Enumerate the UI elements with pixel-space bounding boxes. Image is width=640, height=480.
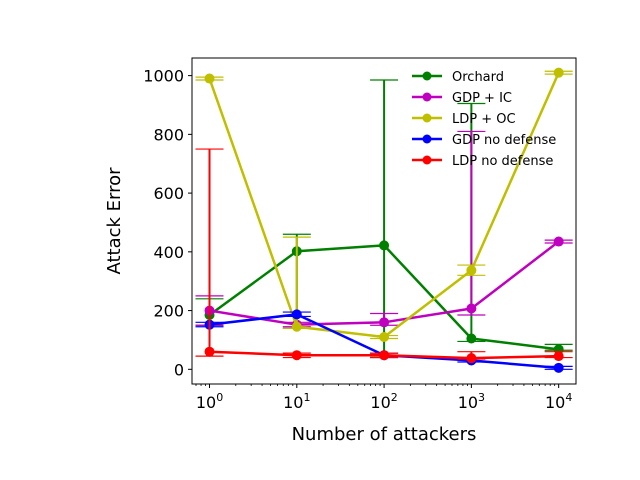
data-point <box>204 346 215 357</box>
y-axis-ticks: 0 200 400 600 800 1000 <box>143 67 192 379</box>
data-point <box>466 303 477 314</box>
legend: Orchard GDP + IC LDP + OC GDP no defense LDP… <box>412 70 556 169</box>
x-axis-ticks: 100 101 102 103 104 <box>195 384 572 412</box>
data-point <box>379 317 390 328</box>
legend-marker <box>422 92 432 102</box>
legend-marker <box>422 134 432 144</box>
data-point <box>466 333 477 344</box>
data-point <box>553 236 564 247</box>
legend-label: LDP no defense <box>452 154 553 169</box>
data-point <box>466 353 477 364</box>
y-axis-label: Attack Error <box>104 167 125 275</box>
data-point <box>466 265 477 276</box>
legend-marker <box>422 155 432 165</box>
legend-item: GDP no defense <box>412 133 556 148</box>
y-tick-label: 1000 <box>143 67 184 86</box>
data-point <box>553 362 564 373</box>
x-tick-label: 101 <box>283 391 310 412</box>
data-point <box>553 351 564 362</box>
x-tick-label: 102 <box>370 391 397 412</box>
data-point <box>204 73 215 84</box>
data-point <box>379 240 390 251</box>
legend-item: Orchard <box>412 70 504 85</box>
series-layer <box>195 67 573 373</box>
legend-label: GDP + IC <box>452 91 512 106</box>
data-point <box>291 350 302 361</box>
series-4 <box>195 148 573 364</box>
data-point <box>553 67 564 78</box>
data-point <box>291 309 302 320</box>
legend-label: GDP no defense <box>452 133 556 148</box>
legend-marker <box>422 71 432 81</box>
legend-marker <box>422 113 432 123</box>
data-point <box>291 321 302 332</box>
series-2 <box>195 67 573 343</box>
x-tick-label: 103 <box>458 391 485 412</box>
y-tick-label: 800 <box>153 125 184 144</box>
legend-item: LDP + OC <box>412 112 516 127</box>
y-tick-label: 200 <box>153 302 184 321</box>
data-point <box>379 350 390 361</box>
legend-label: LDP + OC <box>452 112 516 127</box>
legend-item: GDP + IC <box>412 91 512 106</box>
data-point <box>379 332 390 343</box>
y-tick-label: 0 <box>174 360 184 379</box>
x-tick-label: 104 <box>545 391 572 412</box>
y-tick-label: 600 <box>153 184 184 203</box>
x-tick-label: 100 <box>196 391 223 412</box>
legend-item: LDP no defense <box>412 154 553 169</box>
y-tick-label: 400 <box>153 243 184 262</box>
x-axis-label: Number of attackers <box>292 424 477 445</box>
legend-label: Orchard <box>452 70 504 85</box>
